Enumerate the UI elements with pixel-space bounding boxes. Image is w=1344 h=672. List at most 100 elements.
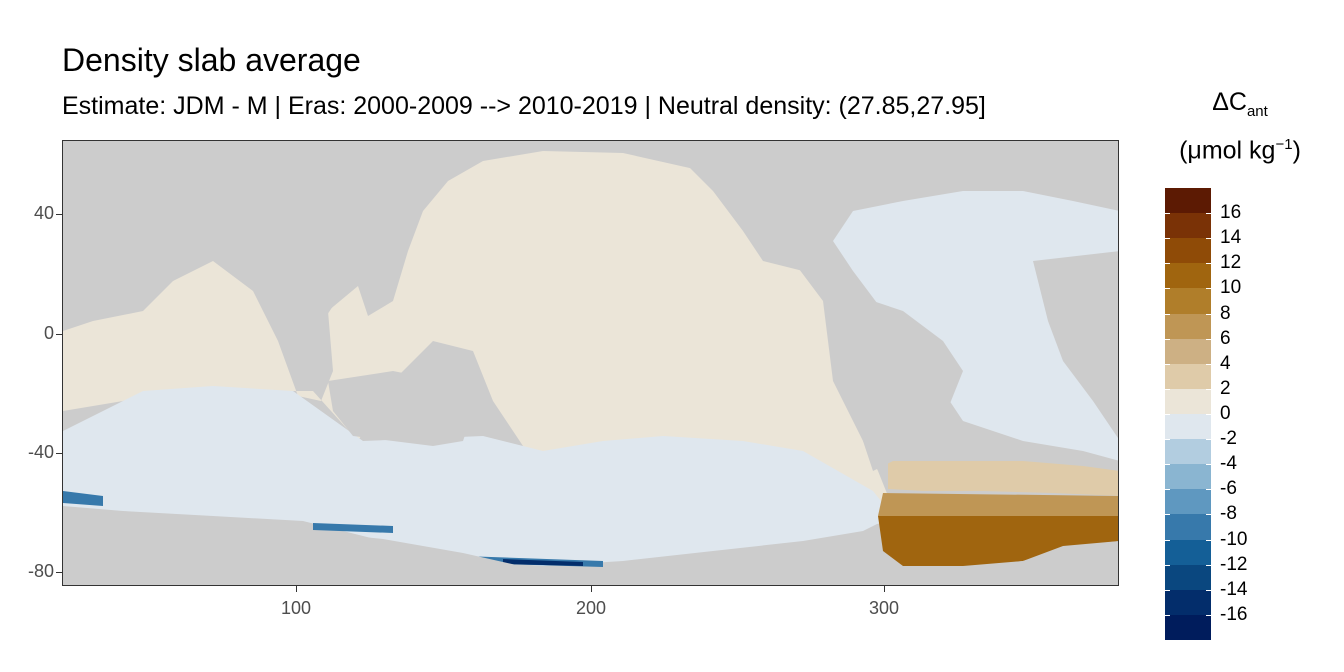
xtick-label: 200 (575, 598, 607, 618)
legend-tick (1206, 338, 1211, 340)
antarctica (63, 521, 1118, 585)
legend-color-step (1165, 188, 1211, 214)
legend-label: 4 (1220, 352, 1231, 374)
north-america (653, 141, 853, 271)
legend-tick (1165, 238, 1170, 240)
indo-pacific-ocean (63, 151, 898, 531)
legend-tick (1165, 589, 1170, 591)
legend-color-step (1165, 464, 1211, 490)
legend-tick (1165, 388, 1170, 390)
legend-tick (1165, 439, 1170, 441)
legend-label: 16 (1220, 202, 1242, 224)
xtick-mark (591, 586, 592, 592)
legend-title: ΔCant (1212, 88, 1268, 120)
south-atlantic-band (888, 461, 1118, 496)
legend-tick (1165, 539, 1170, 541)
africa-eurasia-west (1033, 251, 1118, 439)
legend-colorbar (1165, 188, 1211, 640)
legend-color-step (1165, 313, 1211, 339)
map-subtitle: Estimate: JDM - M | Eras: 2000-2009 --> … (62, 92, 986, 120)
legend-tick (1165, 614, 1170, 616)
legend-label: 10 (1220, 277, 1242, 299)
legend-color-step (1165, 288, 1211, 314)
antarctic-negative-streaks (63, 491, 603, 567)
legend-label: 14 (1220, 227, 1242, 249)
legend-tick (1165, 263, 1170, 265)
legend-label: -6 (1220, 478, 1237, 500)
legend-tick (1165, 489, 1170, 491)
map-title: Density slab average (62, 42, 361, 78)
legend-tick (1206, 564, 1211, 566)
legend-tick (1165, 363, 1170, 365)
legend-color-step (1165, 564, 1211, 590)
legend-label: 2 (1220, 377, 1231, 399)
australia (328, 371, 473, 446)
legend-label: -14 (1220, 578, 1248, 600)
legend-units: (μmol kg−1) (1179, 136, 1301, 165)
legend-label: 6 (1220, 327, 1231, 349)
xtick-label: 100 (280, 598, 312, 618)
asia (63, 141, 463, 331)
atlantic-ocean (833, 191, 1118, 461)
legend-color-step (1165, 413, 1211, 440)
legend-tick (1206, 363, 1211, 365)
southern-ocean (63, 386, 893, 566)
legend-color-step (1165, 238, 1211, 264)
ytick-label: 40 (33, 203, 54, 223)
legend-tick (1206, 263, 1211, 265)
legend-tick (1165, 414, 1170, 415)
ytick-mark (56, 453, 62, 454)
legend-label: 12 (1220, 252, 1242, 274)
legend-color-step (1165, 263, 1211, 289)
legend-label: -12 (1220, 553, 1248, 575)
legend-label: -4 (1220, 453, 1237, 475)
legend-tick (1206, 439, 1211, 441)
south-america (833, 291, 963, 471)
ytick-label: -80 (27, 561, 54, 581)
xtick-mark (884, 586, 885, 592)
legend-tick (1165, 338, 1170, 340)
legend-tick (1165, 213, 1170, 215)
legend-tick (1206, 539, 1211, 541)
legend-tick (1206, 489, 1211, 491)
ytick-label: 0 (43, 323, 54, 343)
map-panel (62, 140, 1119, 586)
legend-color-step (1165, 388, 1211, 414)
legend-label: 8 (1220, 302, 1231, 324)
legend-tick (1206, 464, 1211, 466)
legend-color-step (1165, 363, 1211, 389)
legend-color-step (1165, 514, 1211, 540)
legend-label: -2 (1220, 428, 1237, 450)
legend-tick (1165, 514, 1170, 516)
legend-tick (1206, 238, 1211, 240)
xtick-mark (296, 586, 297, 592)
ytick-mark (56, 572, 62, 573)
legend-tick (1206, 388, 1211, 390)
ocean-map (63, 141, 1118, 585)
greenland-europe (893, 141, 1118, 186)
legend-label: -16 (1220, 603, 1248, 625)
legend-label: -10 (1220, 528, 1248, 550)
legend-color-step (1165, 489, 1211, 515)
legend-label: -8 (1220, 503, 1237, 525)
legend-tick (1206, 614, 1211, 616)
weddell-positive-anomaly (878, 506, 1118, 566)
legend-color-step (1165, 614, 1211, 640)
legend-tick (1165, 464, 1170, 466)
legend-tick (1206, 589, 1211, 591)
legend-tick (1206, 414, 1211, 415)
legend-tick (1165, 564, 1170, 566)
ytick-mark (56, 214, 62, 215)
legend-color-step (1165, 338, 1211, 364)
legend-tick (1206, 514, 1211, 516)
legend-tick (1165, 313, 1170, 315)
legend-label: 0 (1220, 403, 1231, 424)
ytick-mark (56, 334, 62, 335)
legend-color-step (1165, 589, 1211, 615)
legend-color-step (1165, 439, 1211, 465)
legend-tick (1206, 213, 1211, 215)
legend-tick (1165, 288, 1170, 290)
ytick-label: -40 (27, 442, 54, 462)
legend-tick (1206, 313, 1211, 315)
xtick-label: 300 (868, 598, 900, 618)
